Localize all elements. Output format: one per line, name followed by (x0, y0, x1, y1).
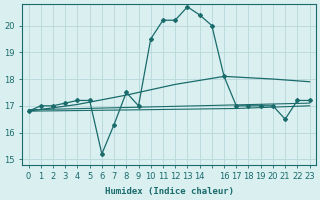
X-axis label: Humidex (Indice chaleur): Humidex (Indice chaleur) (105, 187, 234, 196)
